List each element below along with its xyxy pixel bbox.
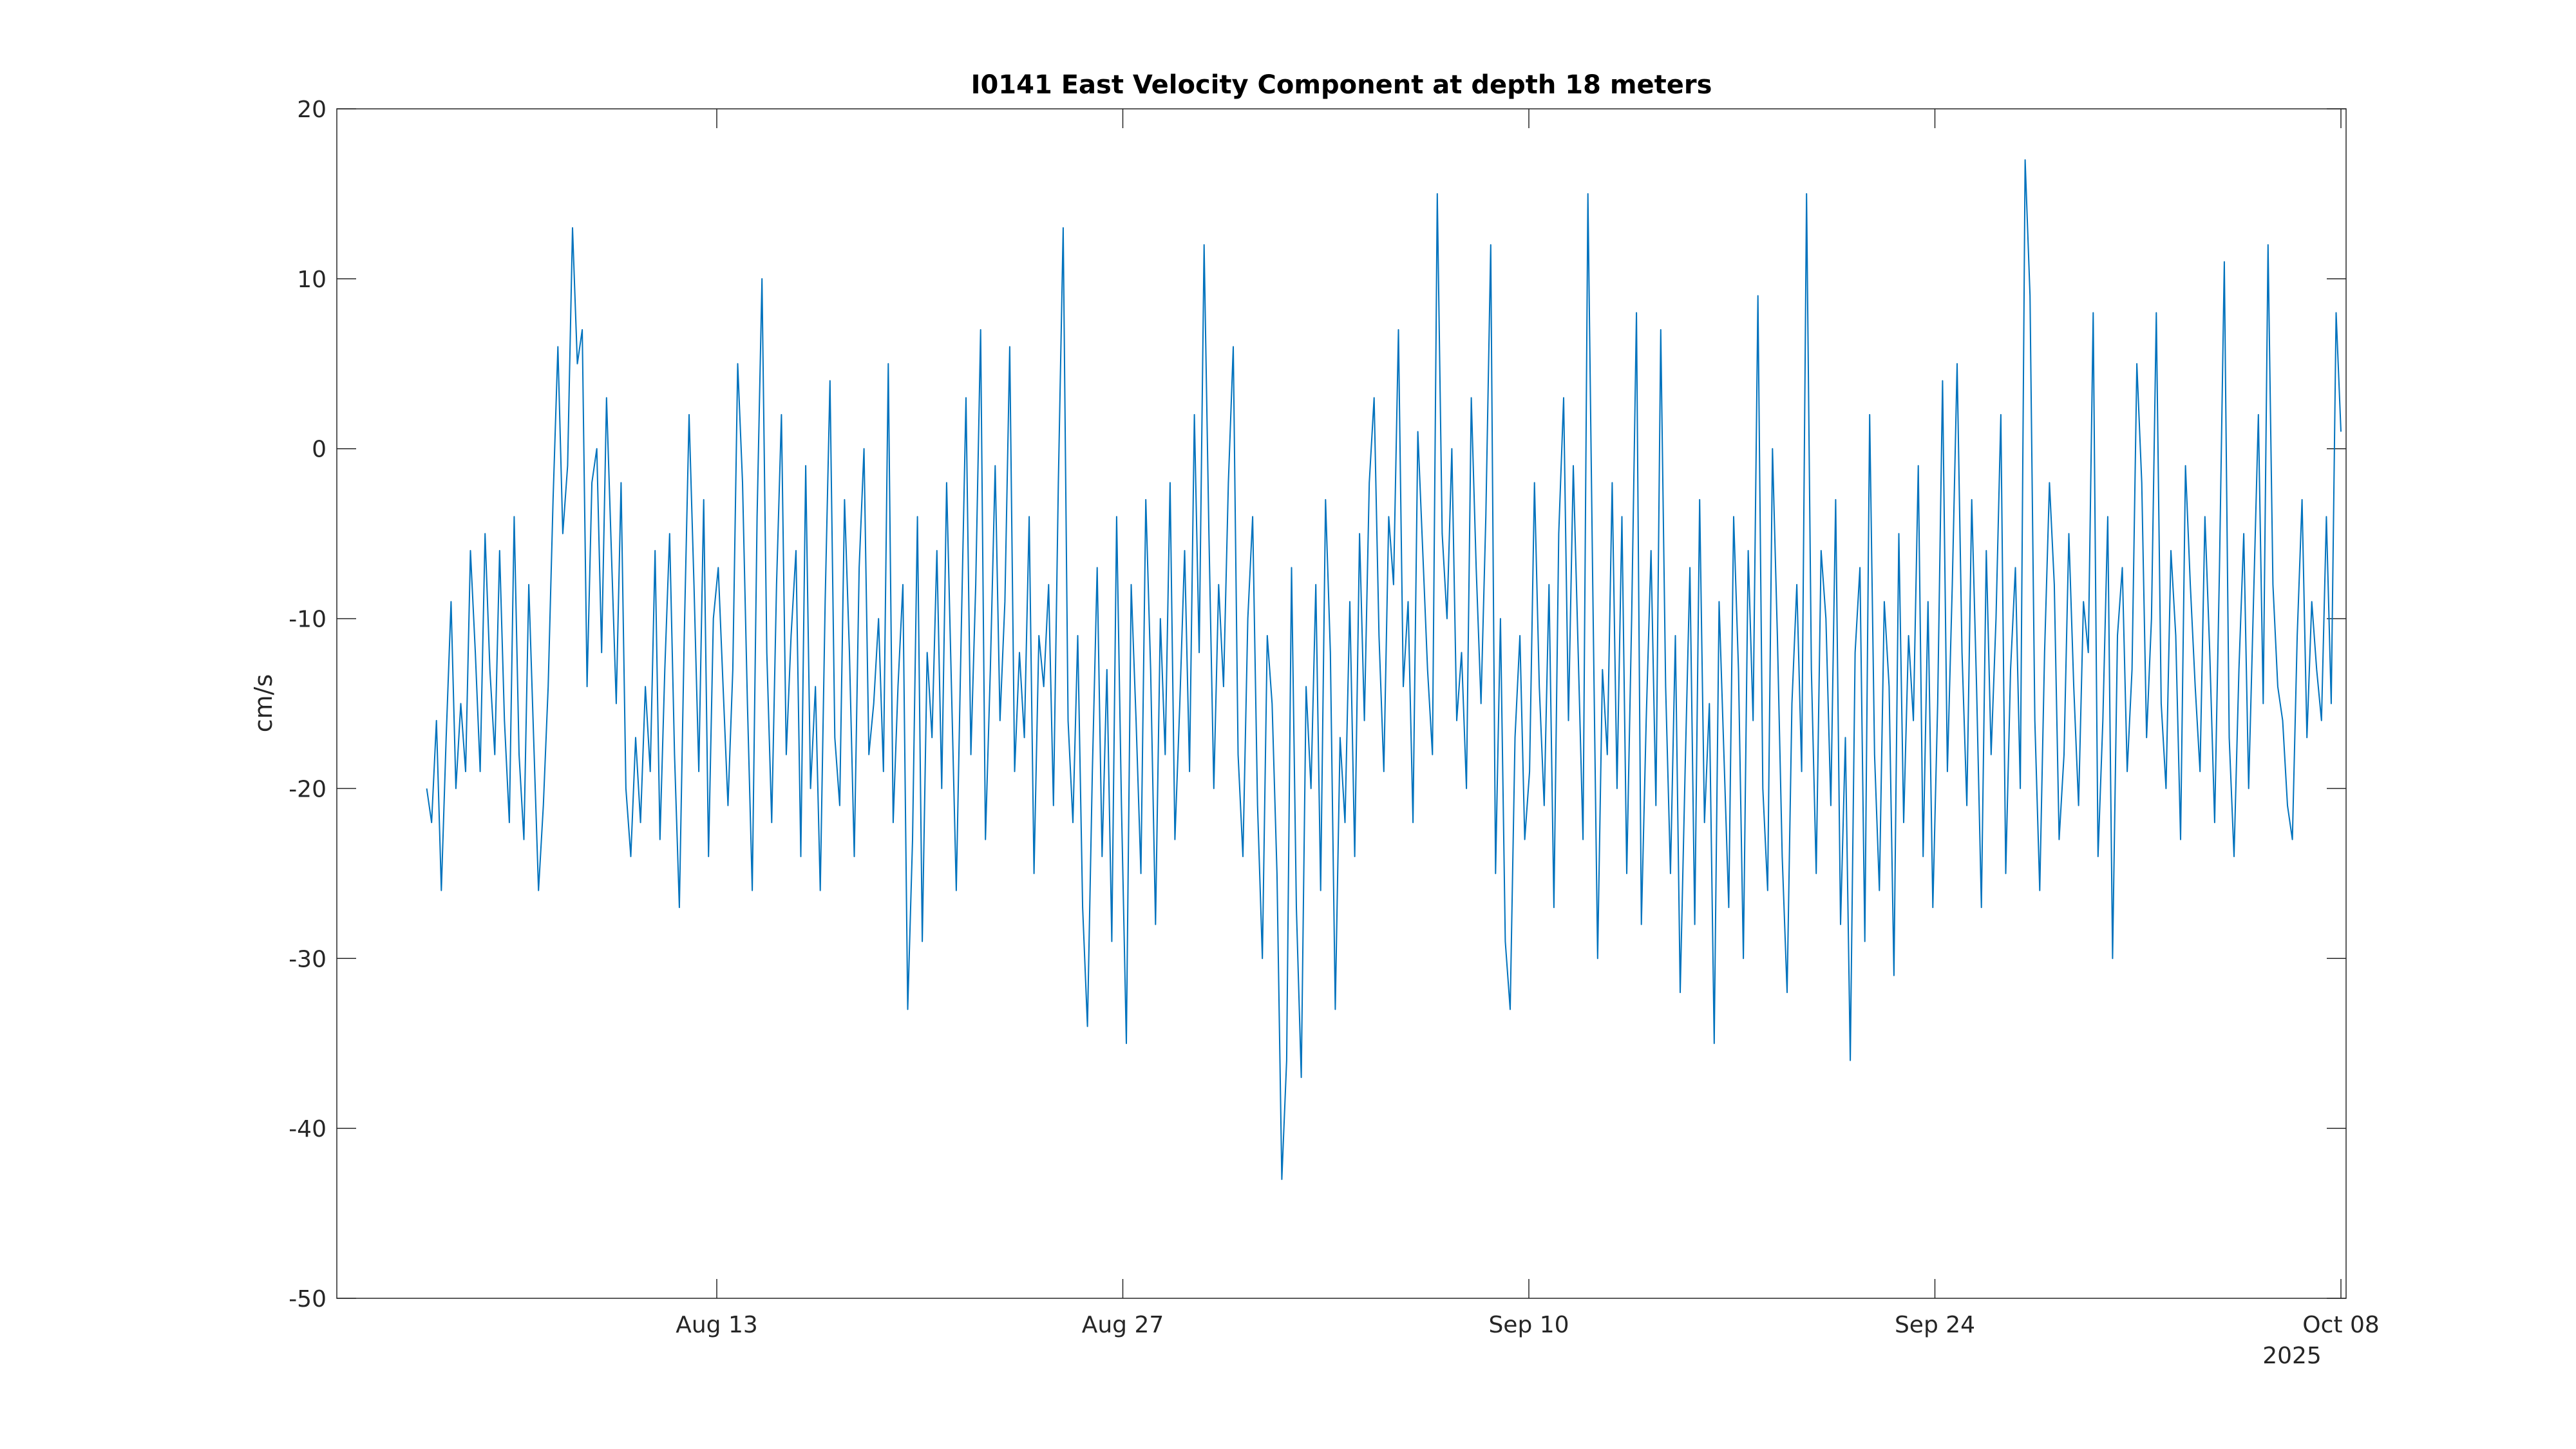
y-axis: 20 10 0 -10 -20 -30 -40 -50 bbox=[289, 97, 2346, 1312]
y-tick-label: 0 bbox=[312, 437, 327, 463]
y-axis-label: cm/s bbox=[249, 674, 278, 733]
y-tick-label: -50 bbox=[289, 1286, 327, 1312]
y-tick-label: 10 bbox=[297, 267, 327, 293]
y-tick-label: -40 bbox=[289, 1116, 327, 1142]
y-tick-label: -20 bbox=[289, 776, 327, 802]
x-axis: Aug 13 Aug 27 Sep 10 Sep 24 Oct 08 bbox=[676, 109, 2380, 1338]
chart-title: I0141 East Velocity Component at depth 1… bbox=[971, 70, 1712, 100]
plot-area bbox=[336, 108, 2347, 1299]
x-tick-label: Sep 24 bbox=[1895, 1312, 1975, 1338]
y-tick-label: -10 bbox=[289, 607, 327, 633]
x-year-label: 2025 bbox=[2262, 1343, 2322, 1369]
y-tick-label: -30 bbox=[289, 946, 327, 972]
x-tick-label: Sep 10 bbox=[1488, 1312, 1569, 1338]
x-tick-label: Aug 27 bbox=[1082, 1312, 1164, 1338]
x-tick-label: Oct 08 bbox=[2302, 1312, 2380, 1338]
series-line-east-velocity bbox=[426, 159, 2342, 1180]
x-tick-label: Aug 13 bbox=[676, 1312, 758, 1338]
y-tick-label: 20 bbox=[297, 97, 327, 123]
